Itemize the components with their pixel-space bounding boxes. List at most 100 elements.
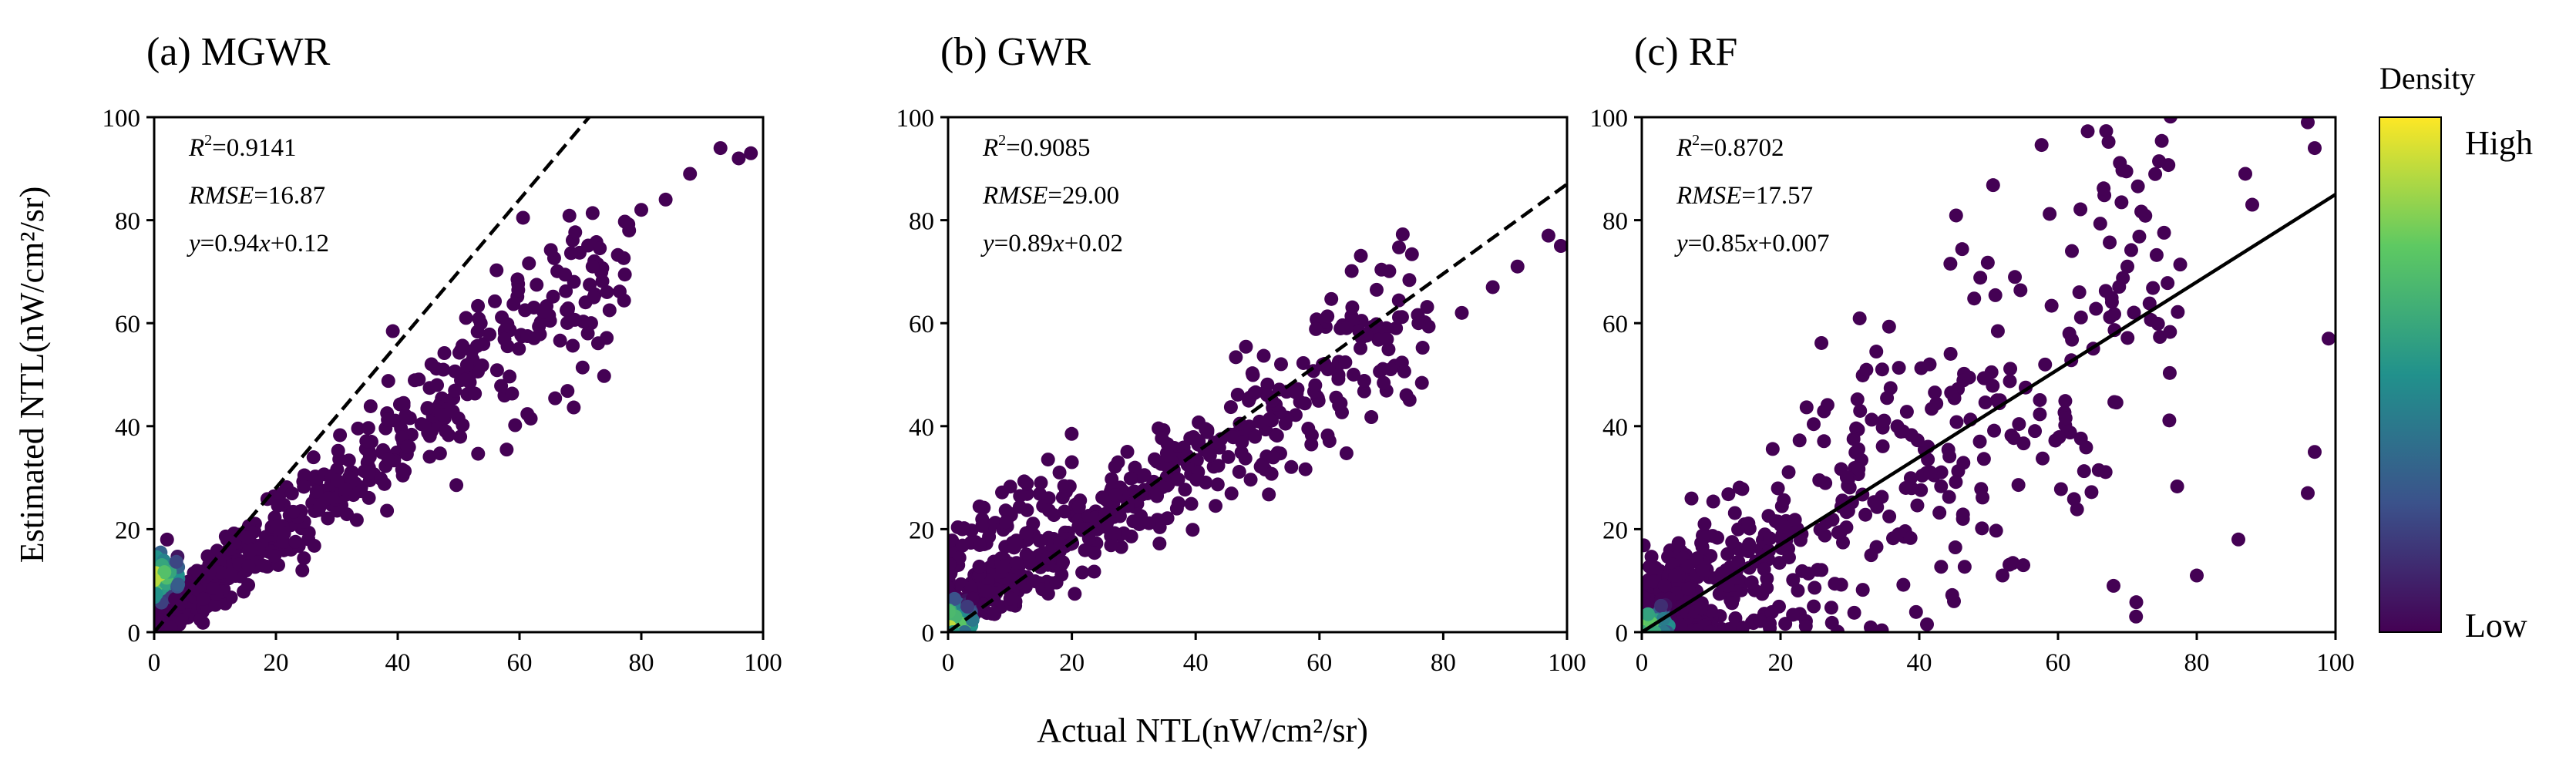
scatter-point <box>2053 482 2068 496</box>
scatter-point <box>1160 511 1175 526</box>
scatter-point <box>1210 477 1225 492</box>
scatter-point <box>1989 523 2003 538</box>
stat-rmse: RMSE=29.00 <box>982 182 1119 210</box>
scatter-point <box>1034 476 1048 490</box>
scatter-point <box>2301 486 2315 500</box>
scatter-point <box>1404 247 1419 261</box>
scatter-point <box>1377 375 1391 390</box>
scatter-point <box>1657 578 1672 593</box>
scatter-point <box>1058 539 1072 554</box>
scatter-point <box>1309 321 1323 336</box>
scatter-point <box>510 272 525 287</box>
scatter-point <box>1553 239 1567 253</box>
scatter-point <box>1243 390 1257 405</box>
scatter-point <box>2065 244 2079 258</box>
scatter-point <box>1402 273 1417 288</box>
scatter-point <box>2157 225 2171 240</box>
scatter-point <box>1818 528 1832 543</box>
fit-line <box>1642 193 2336 632</box>
scatter-point <box>972 537 987 552</box>
scatter-point <box>1680 559 1695 574</box>
scatter-point <box>446 404 460 419</box>
scatter-point <box>1727 506 1742 520</box>
scatter-point <box>1757 562 1771 577</box>
scatter-point <box>1128 460 1142 475</box>
scatter-point <box>1690 551 1704 566</box>
scatter-point <box>948 533 957 548</box>
scatter-point <box>1728 611 1743 625</box>
scatter-point <box>972 559 987 574</box>
stat-fit: y=0.94x+0.12 <box>187 230 329 257</box>
scatter-point <box>395 463 409 477</box>
scatter-point <box>952 550 967 565</box>
scatter-point <box>1171 496 1185 510</box>
scatter-point <box>1853 403 1868 418</box>
scatter-point <box>489 363 504 378</box>
scatter-point <box>1812 473 1827 487</box>
scatter-point <box>567 312 582 327</box>
scatter-point <box>1161 448 1175 463</box>
scatter-point <box>683 167 698 181</box>
scatter-point <box>1357 374 1371 389</box>
scatter-point <box>1380 332 1394 347</box>
scatter-point <box>548 391 563 406</box>
scatter-point <box>1026 517 1041 531</box>
scatter-point <box>1256 348 1271 363</box>
scatter-point <box>2190 568 2204 583</box>
scatter-point <box>1908 604 1923 619</box>
stat-rmse: RMSE=16.87 <box>188 182 325 210</box>
scatter-point <box>1322 434 1337 449</box>
scatter-point <box>1019 526 1034 540</box>
scatter-point <box>658 192 673 207</box>
scatter-point <box>1354 248 1368 263</box>
scatter-point <box>1859 362 1874 377</box>
scatter-points <box>154 141 758 632</box>
scatter-point <box>190 564 204 578</box>
scatter-point <box>536 305 551 319</box>
scatter-point <box>1333 396 1348 411</box>
plot-frame <box>1640 116 2337 634</box>
scatter-point <box>580 326 595 341</box>
scatter-point <box>543 243 558 257</box>
scatter-point <box>240 530 254 545</box>
scatter-point <box>1541 228 1555 243</box>
scatter-point <box>1320 309 1335 324</box>
scatter-point <box>1681 581 1696 596</box>
scatter-point <box>518 303 533 318</box>
scatter-point <box>1374 262 1389 277</box>
scatter-point <box>1081 531 1096 546</box>
scatter-point <box>1107 526 1122 540</box>
plot-frame <box>947 116 1569 634</box>
scatter-point <box>622 223 637 237</box>
scatter-point <box>568 225 583 240</box>
scatter-point <box>1384 362 1398 377</box>
scatter-point <box>1922 357 1937 372</box>
plot-frame <box>153 116 765 634</box>
x-tick-label: 40 <box>1907 649 1932 677</box>
scatter-point <box>2103 310 2117 325</box>
scatter-point <box>1331 372 1346 386</box>
scatter-point <box>1943 257 1958 271</box>
scatter-point <box>1764 604 1779 619</box>
scatter-point <box>1264 466 1279 481</box>
scatter-point <box>1420 300 1434 315</box>
scatter-point <box>1763 621 1777 632</box>
scatter-point <box>200 549 215 564</box>
scatter-point <box>583 278 597 292</box>
scatter-point <box>1306 364 1320 379</box>
scatter-point <box>948 604 956 619</box>
scatter-point <box>1976 452 1991 466</box>
scatter-point <box>2154 133 2169 148</box>
scatter-point <box>1123 471 1138 486</box>
y-tick-label: 100 <box>1590 105 1629 133</box>
scatter-point <box>1411 316 1426 331</box>
scatter-point <box>610 247 625 262</box>
scatter-point <box>2149 247 2164 262</box>
scatter-point <box>193 613 208 628</box>
scatter-point <box>1765 442 1780 456</box>
scatter-point <box>2142 296 2157 311</box>
scatter-point <box>400 439 415 454</box>
scatter-point <box>168 592 183 607</box>
scatter-point <box>208 597 223 612</box>
